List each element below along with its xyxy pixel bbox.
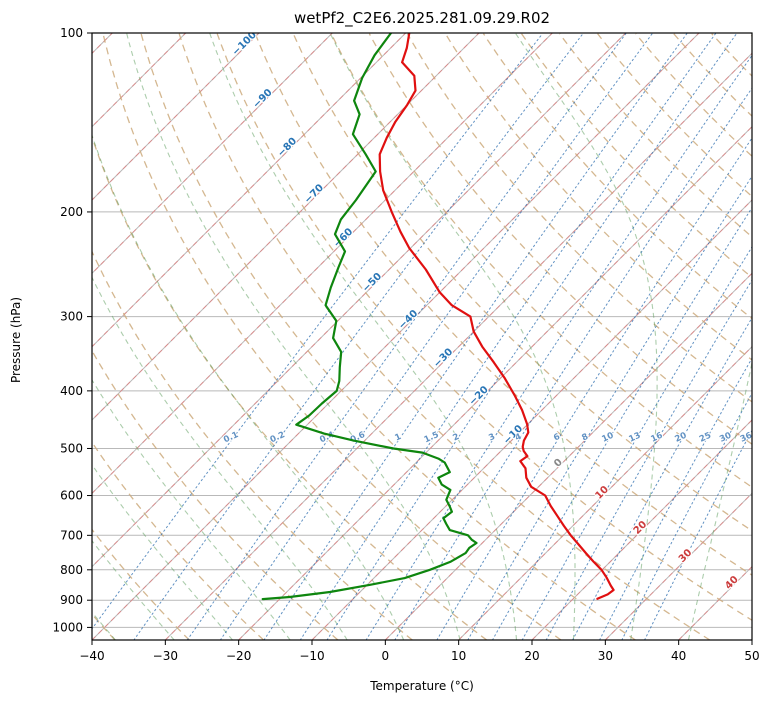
- isotherm-label: −30: [432, 347, 456, 371]
- y-tick-label: 1000: [52, 620, 83, 634]
- x-tick-label: −40: [79, 649, 104, 663]
- plot-frame: [91, 32, 753, 641]
- y-tick-label: 400: [60, 384, 83, 398]
- mixing-ratio-label: 3: [487, 432, 497, 444]
- x-tick-label: 20: [524, 649, 539, 663]
- x-tick-label: 0: [382, 649, 390, 663]
- mixing-ratio-lines: [92, 33, 752, 640]
- y-tick-label: 100: [60, 26, 83, 40]
- x-tick-label: −10: [299, 649, 324, 663]
- mixing-ratio-label: 16: [649, 431, 664, 445]
- mixing-ratio-label: 2: [451, 432, 461, 444]
- y-tick-label: 800: [60, 563, 83, 577]
- x-tick-label: 10: [451, 649, 466, 663]
- mixing-ratio-label: 1.5: [423, 430, 441, 445]
- dewpoint-curve: [261, 33, 478, 601]
- y-tick-label: 500: [60, 441, 83, 455]
- isotherm-label: −50: [361, 271, 385, 295]
- mixing-ratio-label: 36: [739, 431, 754, 445]
- mixing-ratio-label: 30: [718, 431, 733, 445]
- chart-layers: −100−90−80−70−60−50−40−30−20−10010203040…: [52, 26, 759, 663]
- mixing-ratio-label: 8: [580, 432, 590, 444]
- isobar-gridlines: [92, 33, 752, 628]
- isotherm-label: 40: [723, 574, 741, 592]
- y-tick-label: 900: [60, 593, 83, 607]
- isotherm-label: −90: [251, 87, 275, 111]
- temperature-curve: [378, 33, 615, 600]
- sounding-profiles: [261, 33, 615, 601]
- background-lines: [92, 33, 752, 640]
- y-tick-label: 600: [60, 489, 83, 503]
- isotherm-dashed-lines: [92, 33, 752, 640]
- mixing-ratio-label: 20: [673, 431, 688, 445]
- mixing-ratio-label: 4: [514, 432, 524, 444]
- isotherm-label: −20: [467, 384, 491, 408]
- isotherm-label: −70: [302, 182, 326, 206]
- x-tick-label: 40: [671, 649, 686, 663]
- mixing-ratio-label: 6: [552, 432, 562, 444]
- isotherm-label: −80: [276, 136, 300, 160]
- y-tick-label: 700: [60, 528, 83, 542]
- axes: −40 −30 −20 −10 0 10 20 30 40 5010020030040050060…: [52, 26, 759, 663]
- mixing-ratio-label: 1: [393, 432, 403, 444]
- x-tick-label: 30: [598, 649, 613, 663]
- x-tick-label: 50: [744, 649, 759, 663]
- line-labels: −100−90−80−70−60−50−40−30−20−10010203040…: [221, 30, 754, 593]
- x-tick-label: −30: [153, 649, 178, 663]
- x-tick-label: −20: [226, 649, 251, 663]
- x-axis-label: Temperature (°C): [369, 679, 474, 693]
- y-tick-label: 200: [60, 205, 83, 219]
- isotherm-label: −60: [332, 226, 356, 250]
- chart-title: wetPf2_C2E6.2025.281.09.29.R02: [294, 9, 550, 28]
- mixing-ratio-label: 25: [698, 431, 713, 445]
- y-tick-label: 300: [60, 310, 83, 324]
- isotherm-label: −100: [230, 30, 258, 58]
- isotherm-label: 0: [552, 457, 565, 470]
- y-axis-label: Pressure (hPa): [9, 297, 23, 383]
- isotherm-label: 30: [677, 547, 695, 565]
